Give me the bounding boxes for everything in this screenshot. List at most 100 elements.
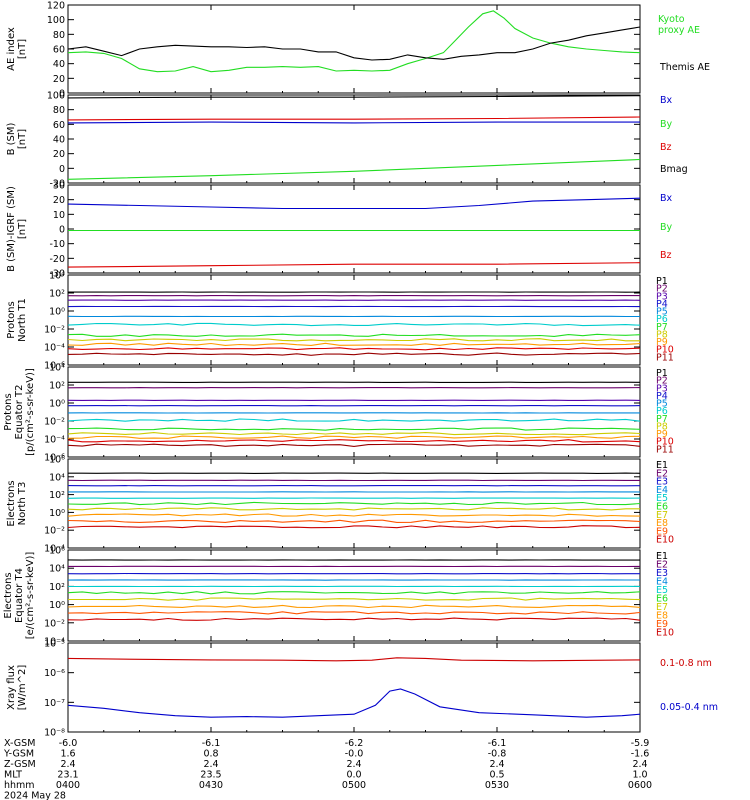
panel-p_equator: 10⁻⁶ 10⁻⁴ 10⁻² 10⁰ 10² 10⁴ Protons Equator T2 [p… (3, 363, 674, 464)
y-tick-label: 10⁰ (49, 600, 65, 611)
legend-label: Bmag (660, 164, 688, 175)
orbit-value: 1.0 (632, 770, 647, 781)
orbit-value: 0.5 (489, 770, 504, 781)
series-line-e7 (67, 507, 640, 511)
legend-label: P7 (656, 414, 668, 425)
orbit-value: -6.1 (202, 738, 221, 749)
y-tick-label: 10⁻⁶ (44, 361, 65, 372)
orbit-value: 2.4 (60, 759, 75, 770)
legend-label: Bx (660, 193, 673, 204)
y-tick-label: 40 (53, 59, 65, 70)
legend-label: P8 (656, 329, 668, 340)
legend-label: P1 (656, 276, 668, 287)
y-tick-label: 10⁻⁶ (44, 453, 65, 464)
legend-label: Bx (660, 95, 673, 106)
legend-label: E5 (656, 493, 668, 504)
y-axis-label: [e/(cm²-s-sr-keV)] (25, 552, 36, 640)
y-tick-label: 0 (59, 89, 65, 100)
y-tick-label: 20 (53, 74, 65, 85)
y-tick-label: 60 (53, 45, 65, 56)
y-tick-label: 10⁰ (49, 508, 65, 519)
series-line-bmag (67, 95, 641, 99)
orbit-value: -6.1 (488, 738, 507, 749)
series-line-e7 (68, 597, 641, 601)
legend-label: proxy AE (658, 25, 700, 36)
panel-frame (67, 274, 641, 366)
legend-label: E7 (656, 510, 668, 521)
series-line-0-1-0-8-nm (67, 657, 641, 662)
legend-label: By (660, 119, 673, 130)
y-tick-label: 10⁻⁸ (44, 728, 65, 739)
series-line-p8 (67, 338, 640, 342)
series-line-e6 (67, 591, 641, 595)
legend-label: P4 (656, 299, 668, 310)
panel-xray: 10⁻⁸ 10⁻⁷ 10⁻⁶ 10⁻⁵ Xray flux [W/m^2] 0.1-0.8 … (6, 639, 718, 739)
y-tick-label: 10⁻⁶ (44, 668, 65, 679)
series-line-e6 (67, 501, 641, 506)
y-axis-label: [nT] (17, 219, 28, 239)
y-tick-label: 100 (47, 91, 65, 102)
legend-label: E10 (656, 535, 674, 546)
legend-label: P6 (656, 314, 668, 325)
y-tick-label: 10⁻⁴ (44, 343, 65, 354)
y-tick-label: 80 (53, 105, 65, 116)
orbit-row-label: Z-GSM (4, 759, 36, 770)
y-axis-label: Equator T2 (14, 385, 25, 440)
legend-label: E10 (656, 628, 674, 639)
orbit-value: -6.0 (59, 738, 78, 749)
panel-bigrf: -30 -20 -10 0 10 20 30 B (SM)-IGRF (SM) [nT] Bx By… (6, 181, 673, 280)
y-axis-label: B (SM) (6, 122, 17, 155)
y-tick-label: 10⁴ (49, 271, 65, 282)
y-tick-label: 10⁴ (49, 363, 65, 374)
legend-label: Bz (660, 250, 672, 261)
orbit-value: 2.4 (489, 759, 504, 770)
series-line-p9 (67, 342, 641, 346)
panel-frame (67, 642, 641, 733)
panel-frame (67, 184, 641, 274)
orbit-value: 0.0 (346, 770, 361, 781)
y-axis-label: North T3 (17, 482, 28, 526)
y-tick-label: 10² (49, 289, 65, 300)
series-line-p10 (67, 439, 641, 443)
series-line-p6 (67, 418, 641, 422)
y-tick-label: 20 (53, 149, 65, 160)
series-line-p6 (67, 322, 641, 327)
legend-label: P11 (656, 352, 674, 363)
legend-label: E8 (656, 518, 668, 529)
y-tick-label: 10⁻² (44, 526, 65, 537)
panel-p_north: 10⁻⁶ 10⁻⁴ 10⁻² 10⁰ 10² 10⁴ Protons North T1 P1P2… (6, 271, 674, 372)
y-tick-label: 40 (53, 135, 65, 146)
legend-label: P1 (656, 368, 668, 379)
series-line-e8 (67, 513, 641, 517)
series-line-e8 (67, 604, 641, 609)
y-axis-label: Electrons (6, 480, 17, 526)
legend-label: E3 (656, 477, 668, 488)
series-line-p10 (67, 347, 641, 351)
y-axis-label: North T1 (17, 298, 28, 342)
y-axis-label: [p/(cm²-s-sr-keV)] (25, 368, 36, 456)
panel-bsm: -20 0 20 40 60 80 100 B (SM) [nT] Bx By Bz Bmag (6, 91, 688, 190)
y-axis-label: [nT] (17, 39, 28, 59)
orbit-value: -1.6 (631, 749, 650, 760)
orbit-row-label: X-GSM (4, 738, 35, 749)
y-tick-label: 10⁻² (44, 325, 65, 336)
series-line-e9 (67, 611, 641, 615)
orbit-value: -5.9 (631, 738, 650, 749)
y-tick-label: -30 (49, 269, 65, 280)
series-line-kyoto-proxy-ae (67, 10, 641, 73)
legend-label: P11 (656, 444, 674, 455)
legend-label: P9 (656, 429, 668, 440)
legend-label: E9 (656, 619, 668, 630)
orbit-row-label: MLT (4, 770, 22, 781)
orbit-value: -0.0 (345, 749, 364, 760)
legend-label: P7 (656, 322, 668, 333)
legend-label: E6 (656, 502, 668, 513)
legend-label: E4 (656, 485, 668, 496)
series-line-bx (67, 197, 641, 210)
legend-label: 0.05-0.4 nm (660, 702, 718, 713)
y-tick-label: 10⁻² (44, 417, 65, 428)
y-axis-label: [nT] (17, 129, 28, 149)
y-tick-label: -10 (49, 239, 65, 250)
